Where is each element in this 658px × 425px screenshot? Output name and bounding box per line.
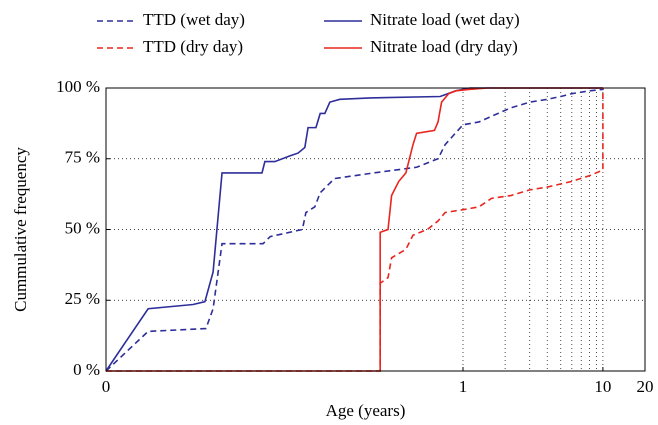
y-tick-label: 0 % (73, 360, 100, 379)
y-tick-label: 75 % (65, 148, 100, 167)
y-tick-label: 100 % (56, 77, 100, 96)
series-line (105, 87, 603, 372)
legend-label: Nitrate load (dry day) (370, 37, 518, 56)
plot-frame (105, 87, 646, 372)
x-tick-label: 0 (102, 377, 111, 396)
y-tick-label: 50 % (65, 218, 100, 237)
legend-label: Nitrate load (wet day) (370, 10, 520, 29)
series-line (106, 87, 603, 372)
x-axis-label: Age (years) (326, 401, 406, 420)
y-axis-label: Cummulative frequency (11, 147, 30, 312)
x-tick-label: 10 (594, 377, 611, 396)
legend-label: TTD (dry day) (143, 37, 243, 56)
x-tick-label: 20 (637, 377, 654, 396)
series-line (106, 88, 604, 372)
x-tick-label: 1 (459, 377, 468, 396)
legend-label: TTD (wet day) (143, 10, 245, 29)
y-tick-label: 25 % (65, 289, 100, 308)
series-line (105, 88, 604, 372)
